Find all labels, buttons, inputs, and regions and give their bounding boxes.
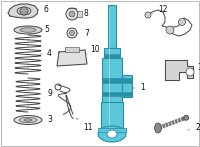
Bar	[122, 75, 132, 97]
Bar	[65, 47, 79, 52]
Circle shape	[186, 68, 194, 76]
Circle shape	[20, 7, 28, 15]
Ellipse shape	[20, 28, 36, 32]
Ellipse shape	[107, 130, 117, 138]
Ellipse shape	[19, 117, 37, 123]
Ellipse shape	[14, 26, 42, 34]
Circle shape	[184, 115, 189, 120]
Text: 9: 9	[40, 90, 52, 98]
Bar	[102, 58, 122, 105]
Text: 5: 5	[41, 25, 49, 34]
Bar	[102, 92, 132, 96]
Text: 3: 3	[41, 115, 52, 123]
Circle shape	[179, 19, 186, 25]
Circle shape	[70, 30, 74, 35]
Ellipse shape	[17, 7, 31, 15]
Text: 1: 1	[133, 83, 145, 92]
Text: 2: 2	[188, 123, 200, 132]
Polygon shape	[57, 50, 87, 66]
Text: 4: 4	[40, 50, 52, 59]
Text: 7: 7	[77, 29, 89, 37]
Text: 10: 10	[87, 46, 100, 55]
Ellipse shape	[24, 119, 32, 121]
Bar	[101, 102, 123, 130]
Text: 11: 11	[76, 118, 92, 132]
Text: 13: 13	[193, 64, 200, 72]
Text: 6: 6	[38, 5, 49, 14]
Bar	[98, 128, 126, 132]
Polygon shape	[8, 4, 38, 18]
Circle shape	[67, 28, 77, 38]
Text: 12: 12	[152, 5, 168, 15]
Bar	[104, 48, 120, 60]
Bar	[102, 78, 132, 83]
Polygon shape	[165, 60, 193, 80]
Circle shape	[69, 11, 75, 17]
Ellipse shape	[154, 123, 162, 133]
Bar	[104, 54, 120, 58]
Circle shape	[66, 8, 78, 20]
Circle shape	[145, 12, 151, 18]
Circle shape	[166, 26, 174, 34]
Ellipse shape	[98, 126, 126, 142]
Bar	[108, 5, 116, 55]
Bar	[77, 11, 82, 17]
Ellipse shape	[14, 116, 42, 125]
Text: 8: 8	[78, 10, 89, 19]
